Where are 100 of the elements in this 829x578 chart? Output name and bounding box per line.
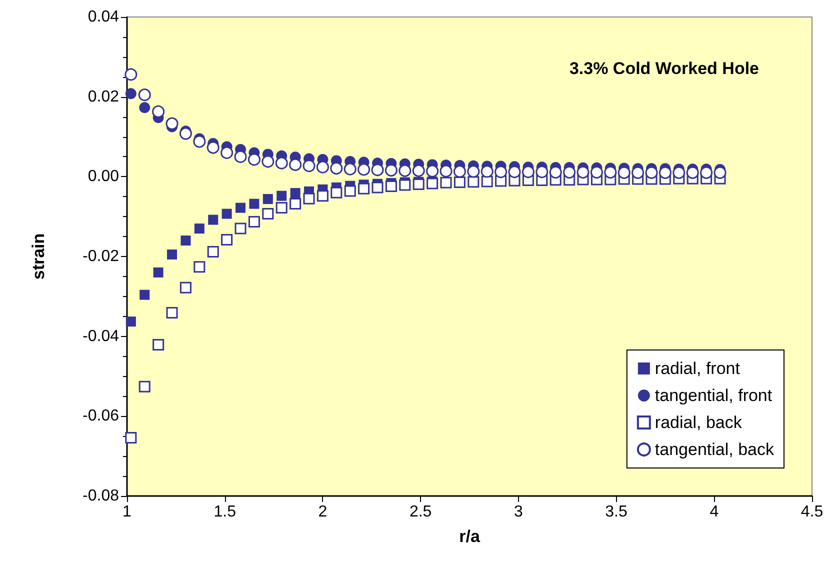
point bbox=[234, 222, 246, 234]
point bbox=[385, 180, 397, 192]
point bbox=[358, 163, 370, 176]
x-tick-label: 2.5 bbox=[409, 504, 432, 520]
point bbox=[222, 208, 232, 219]
point bbox=[686, 166, 699, 179]
point bbox=[126, 316, 136, 327]
y-tick-label: 0.02 bbox=[88, 88, 120, 106]
point bbox=[467, 165, 480, 178]
point bbox=[138, 380, 150, 392]
point bbox=[412, 178, 424, 190]
point bbox=[399, 179, 411, 191]
point bbox=[358, 182, 370, 194]
point bbox=[180, 282, 192, 294]
point bbox=[714, 166, 726, 179]
y-tick-label: 0.00 bbox=[88, 168, 120, 186]
point bbox=[125, 88, 136, 100]
point bbox=[316, 160, 329, 174]
point bbox=[194, 224, 204, 234]
point bbox=[481, 176, 493, 188]
point bbox=[316, 190, 328, 202]
point bbox=[290, 188, 300, 198]
point bbox=[194, 261, 206, 273]
point bbox=[262, 155, 274, 168]
point bbox=[275, 156, 288, 170]
legend-label: tangential, front bbox=[654, 386, 772, 405]
point bbox=[302, 160, 316, 172]
x-tick-label: 4.5 bbox=[800, 504, 824, 520]
legend-label: tangential, back bbox=[654, 440, 774, 459]
point bbox=[289, 158, 302, 171]
point bbox=[152, 105, 165, 118]
x-tick-label: 3.5 bbox=[605, 504, 628, 520]
point bbox=[563, 166, 576, 179]
point bbox=[398, 164, 412, 177]
point bbox=[344, 162, 356, 176]
legend-label: radial, front bbox=[654, 359, 740, 378]
point bbox=[590, 166, 603, 179]
point bbox=[440, 176, 452, 188]
point bbox=[236, 202, 246, 213]
y-tick-label: -0.04 bbox=[82, 328, 120, 345]
point bbox=[276, 202, 288, 214]
point bbox=[166, 117, 178, 130]
point bbox=[153, 267, 164, 278]
point bbox=[426, 164, 439, 178]
point bbox=[480, 165, 494, 178]
point bbox=[494, 166, 508, 178]
y-axis-title: strain bbox=[29, 233, 48, 280]
point bbox=[167, 250, 178, 260]
point bbox=[330, 186, 342, 198]
point bbox=[303, 192, 315, 204]
point bbox=[672, 166, 686, 179]
x-tick-label: 3 bbox=[514, 504, 523, 520]
x-tick-label: 2 bbox=[318, 504, 328, 520]
legend-label: radial, back bbox=[654, 413, 742, 432]
point bbox=[290, 198, 302, 210]
point bbox=[536, 166, 548, 178]
y-tick-label: -0.08 bbox=[82, 488, 120, 504]
point bbox=[124, 68, 138, 81]
point bbox=[412, 164, 425, 177]
point bbox=[140, 290, 150, 300]
annotation: 3.3% Cold Worked Hole bbox=[569, 59, 760, 78]
point bbox=[180, 236, 191, 246]
point bbox=[604, 166, 617, 179]
point bbox=[193, 135, 206, 148]
y-tick-label: -0.02 bbox=[82, 248, 120, 265]
point bbox=[234, 150, 247, 163]
point bbox=[645, 166, 658, 179]
point bbox=[453, 165, 466, 178]
point bbox=[248, 153, 260, 166]
x-tick-label: 4 bbox=[710, 504, 719, 520]
x-tick-label: 1.5 bbox=[214, 504, 236, 520]
point bbox=[220, 146, 234, 159]
point bbox=[468, 176, 480, 188]
point bbox=[632, 166, 644, 179]
point bbox=[221, 234, 233, 246]
point bbox=[344, 185, 356, 197]
point bbox=[522, 166, 534, 178]
point bbox=[618, 166, 630, 179]
point bbox=[440, 164, 452, 178]
point bbox=[372, 182, 384, 194]
point bbox=[700, 166, 713, 179]
x-tick-label: 1 bbox=[122, 504, 132, 520]
point bbox=[139, 102, 150, 114]
point bbox=[179, 127, 192, 140]
point bbox=[166, 307, 178, 319]
point bbox=[658, 166, 672, 179]
point bbox=[276, 190, 287, 201]
y-tick-label: 0.04 bbox=[88, 8, 120, 26]
point bbox=[262, 194, 273, 204]
point bbox=[206, 141, 220, 154]
point bbox=[207, 246, 219, 258]
x-axis-title: r/a bbox=[459, 527, 480, 546]
point bbox=[508, 166, 521, 178]
y-tick-label: -0.06 bbox=[82, 408, 120, 425]
point bbox=[125, 432, 137, 444]
point bbox=[576, 166, 590, 179]
point bbox=[371, 164, 384, 176]
point bbox=[330, 162, 343, 175]
point bbox=[454, 176, 466, 188]
point bbox=[152, 338, 164, 350]
